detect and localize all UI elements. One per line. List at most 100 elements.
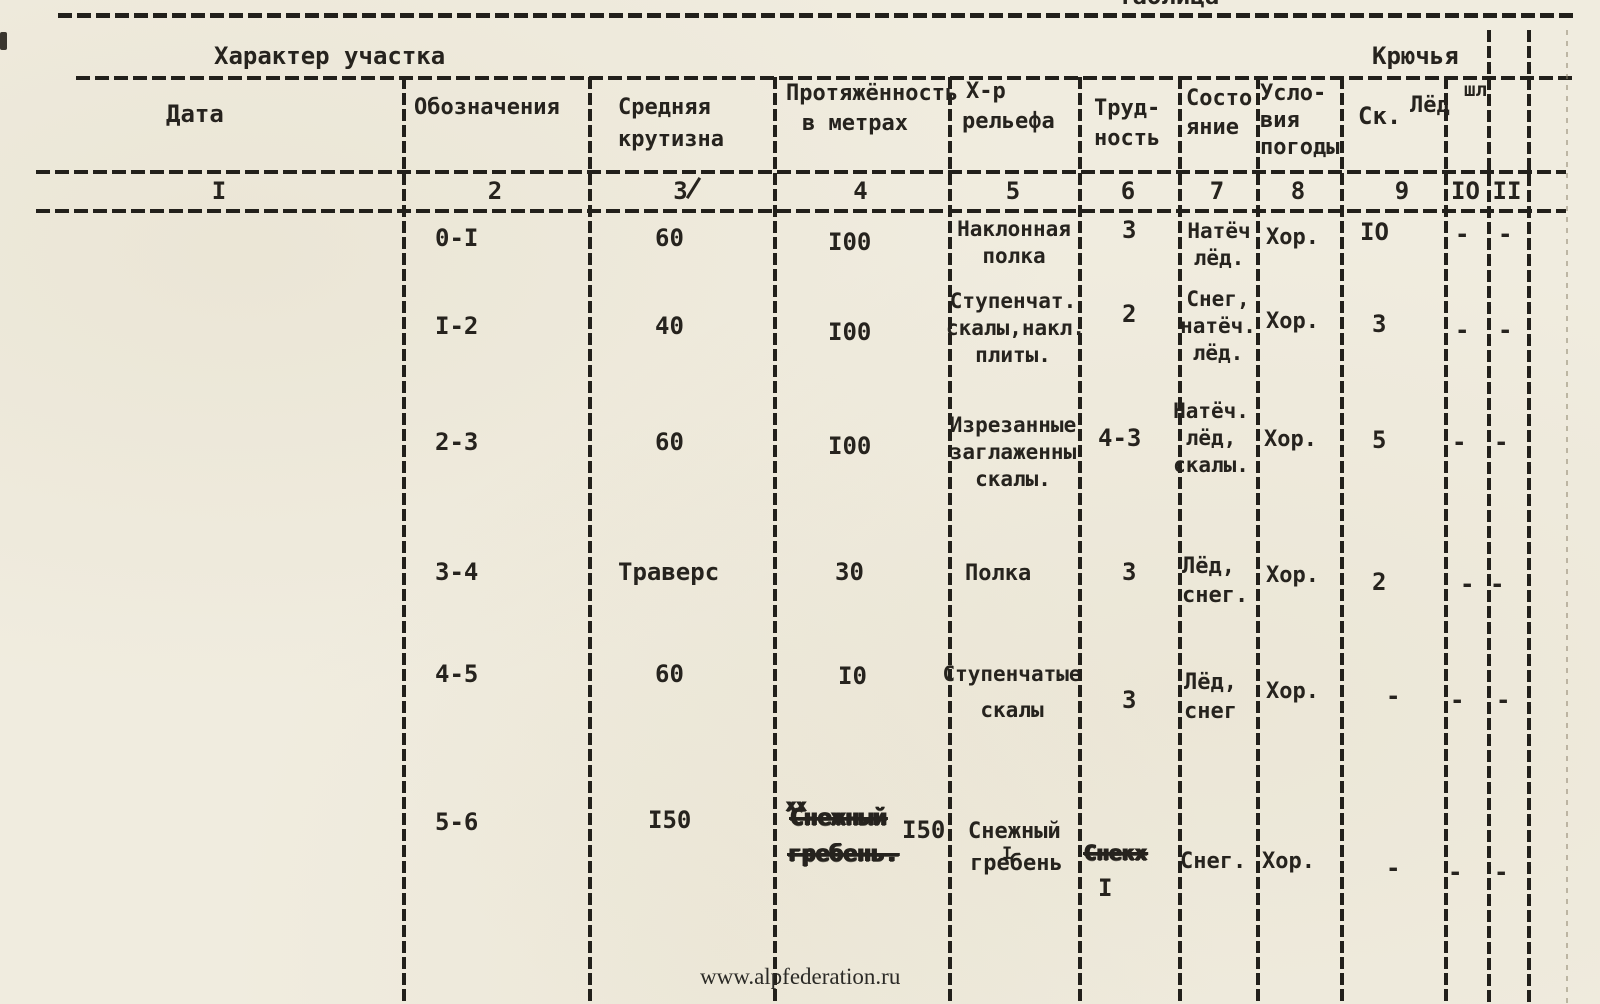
cell-r4-steepness: Траверс	[618, 558, 720, 586]
cell-r2-difficulty: 2	[1122, 300, 1137, 328]
header-length-line1: Протяжённость	[786, 81, 959, 106]
col-num-9: 9	[1394, 177, 1410, 205]
cell-r2-weather: Хор.	[1266, 309, 1319, 334]
cell-r4-relief: Полка	[965, 561, 1032, 586]
cell-r2-length: I00	[828, 318, 872, 346]
cell-r6-relief-line2: гребень	[970, 851, 1063, 876]
cell-r4-rock: 2	[1372, 568, 1387, 596]
cell-r3-segment: 2-3	[435, 428, 479, 456]
cell-r4-weather: Хор.	[1266, 563, 1319, 588]
cell-r3-weather: Хор.	[1264, 427, 1317, 452]
cell-r5-shl: -	[1496, 686, 1511, 714]
cell-r6-length: I50	[902, 816, 946, 844]
cell-r1-weather: Хор.	[1266, 225, 1319, 250]
table-rule-below-numbers	[36, 209, 1566, 213]
cell-r6-rock: -	[1386, 854, 1401, 882]
cell-r6-difficulty: I	[1098, 874, 1113, 902]
table-col-line-10	[1487, 30, 1491, 1004]
col-num-7: 7	[1209, 177, 1225, 205]
table-col-line-8	[1340, 77, 1344, 1004]
header-length-line2: в метрах	[802, 111, 908, 136]
header-relief-line2: рельефа	[962, 109, 1055, 134]
header-ice: Лёд	[1410, 93, 1450, 118]
cell-r3-difficulty: 4-3	[1098, 424, 1142, 452]
cell-r5-rock: -	[1386, 682, 1401, 710]
scan-speck	[0, 32, 7, 50]
table-col-line-6	[1178, 77, 1182, 1004]
clipped-table-caption: Таблица	[1118, 0, 1219, 10]
table-col-line-11	[1527, 30, 1531, 1004]
cell-r6-length-struck-word2: гребень.	[788, 841, 899, 867]
table-col-line-9	[1444, 77, 1448, 1004]
cell-r6-length-struck-word1: Снежный	[790, 805, 887, 831]
col-num-11: II	[1492, 177, 1522, 205]
header-shl: шл	[1464, 79, 1487, 101]
table-col-line-4	[948, 77, 952, 1004]
cell-r3-ice: -	[1452, 428, 1467, 456]
header-condition: Состо яние	[1186, 86, 1253, 140]
table-rule-header	[76, 76, 1574, 80]
col-num-4: 4	[853, 177, 868, 205]
cell-r2-relief: Ступенчат. скалы,накл. плиты.	[946, 289, 1086, 367]
col-num-2: 2	[487, 177, 503, 205]
cell-r1-length: I00	[828, 228, 872, 256]
cell-r5-relief: Ступенчатые скалы	[942, 662, 1082, 722]
cell-r6-length-overtype-xx: хх	[786, 796, 807, 816]
header-date: Дата	[166, 100, 224, 128]
cell-r6-state: Снег.	[1180, 849, 1247, 874]
cell-r5-ice: -	[1450, 686, 1465, 714]
cell-r5-difficulty: 3	[1122, 686, 1137, 714]
table-col-line-5	[1078, 77, 1082, 1004]
cell-r3-state: Натёч. лёд, скалы.	[1173, 399, 1249, 477]
cell-r6-segment: 5-6	[435, 808, 479, 836]
page-margin-dotted-line	[1566, 30, 1568, 1004]
table-col-line-2	[588, 77, 592, 1004]
cell-r3-steepness: 60	[655, 428, 684, 456]
watermark-url: www.alpfederation.ru	[700, 964, 901, 989]
cell-r2-ice: -	[1455, 316, 1470, 344]
table-col-line-7	[1256, 77, 1260, 1004]
cell-r6-relief-line1: Снежный	[968, 819, 1061, 844]
cell-r5-length: I0	[838, 662, 867, 690]
cell-r1-steepness: 60	[655, 224, 684, 252]
table-rule-above-numbers	[36, 170, 1566, 174]
cell-r1-ice: -	[1455, 220, 1470, 248]
col-num-8: 8	[1290, 177, 1306, 205]
col-num-10: IO	[1451, 177, 1480, 205]
header-relief-line1: Х-р	[966, 79, 1006, 104]
col-num-3: 3	[673, 177, 688, 205]
table-col-line-1	[402, 77, 406, 1004]
cell-r4-difficulty: 3	[1122, 558, 1137, 586]
cell-r6-weather: Хор.	[1262, 849, 1315, 874]
cell-r4-length: 30	[835, 558, 864, 586]
cell-r2-segment: I-2	[435, 312, 479, 340]
col-num-5: 5	[1005, 177, 1021, 205]
cell-r6-steepness: I50	[648, 806, 692, 834]
cell-r6-difficulty-struck: Снекх	[1084, 841, 1148, 865]
cell-r6-ice: -	[1448, 858, 1463, 886]
cell-r3-shl: -	[1494, 428, 1509, 456]
header-rock: Ск.	[1358, 102, 1402, 130]
col-num-6: 6	[1120, 177, 1136, 205]
cell-r3-relief: Изрезанные заглаженны скалы.	[949, 413, 1077, 491]
cell-r5-segment: 4-5	[435, 660, 479, 688]
cell-r3-length: I00	[828, 432, 872, 460]
header-designations: Обозначения	[414, 95, 560, 120]
cell-r4-state: Лёд, снег.	[1182, 554, 1249, 608]
header-avg-steepness: Средняя крутизна	[618, 95, 724, 152]
cell-r1-difficulty: 3	[1122, 216, 1137, 244]
cell-r1-shl: -	[1498, 220, 1513, 248]
cell-r5-steepness: 60	[655, 660, 684, 688]
cell-r6-shl: -	[1494, 858, 1509, 886]
cell-r2-shl: -	[1498, 316, 1513, 344]
cell-r2-rock: 3	[1372, 310, 1387, 338]
col-num-1: I	[211, 177, 227, 205]
cell-r1-rock: IO	[1360, 218, 1389, 246]
cell-r2-steepness: 40	[655, 312, 684, 340]
table-col-line-3	[773, 77, 777, 1004]
header-section-character: Характер участка	[214, 42, 446, 70]
header-difficulty: Труд- ность	[1094, 96, 1161, 151]
cell-r4-shl: -	[1490, 570, 1505, 598]
cell-r6-relief-superscript: I	[1002, 844, 1013, 864]
